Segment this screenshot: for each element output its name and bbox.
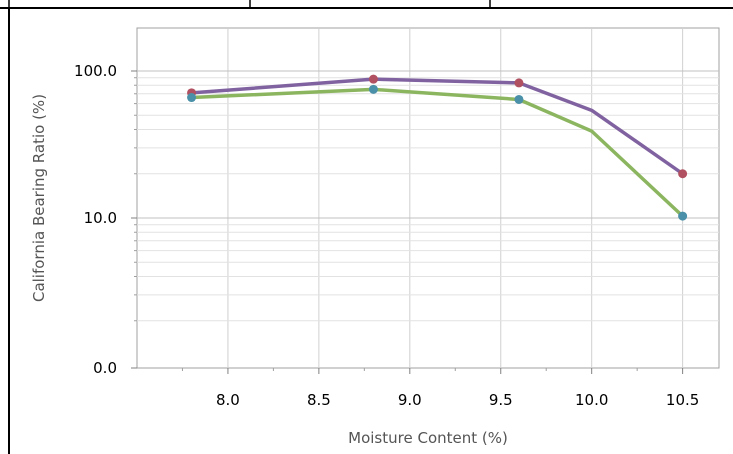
x-tick-label: 8.5 [307, 391, 331, 409]
series-2-point [678, 211, 688, 221]
series-1-point [514, 78, 524, 88]
plot-area [136, 27, 720, 369]
x-tick-label: 10.5 [666, 391, 699, 409]
series-2-point [187, 93, 197, 103]
series-2-point [368, 84, 378, 94]
x-axis-ticks: 8.0 8.5 9.0 9.5 10.0 10.5 [181, 368, 699, 409]
y-tick-label: 10.0 [84, 209, 117, 227]
y-axis-title: California Bearing Ratio (%) [30, 94, 48, 302]
x-axis-title: Moisture Content (%) [348, 429, 508, 447]
series-1-point [368, 74, 378, 84]
x-tick-label: 9.0 [398, 391, 422, 409]
y-tick-label: 100.0 [74, 62, 117, 80]
series-2-point [514, 94, 524, 104]
x-tick-label: 8.0 [216, 391, 240, 409]
x-tick-label: 9.5 [489, 391, 513, 409]
x-tick-label: 10.0 [575, 391, 608, 409]
series-1-point [678, 169, 688, 179]
series-layer [187, 74, 688, 221]
y-tick-label: 0.0 [93, 359, 117, 377]
y-axis-ticks: 0.0 10.0 100.0 [74, 62, 137, 377]
